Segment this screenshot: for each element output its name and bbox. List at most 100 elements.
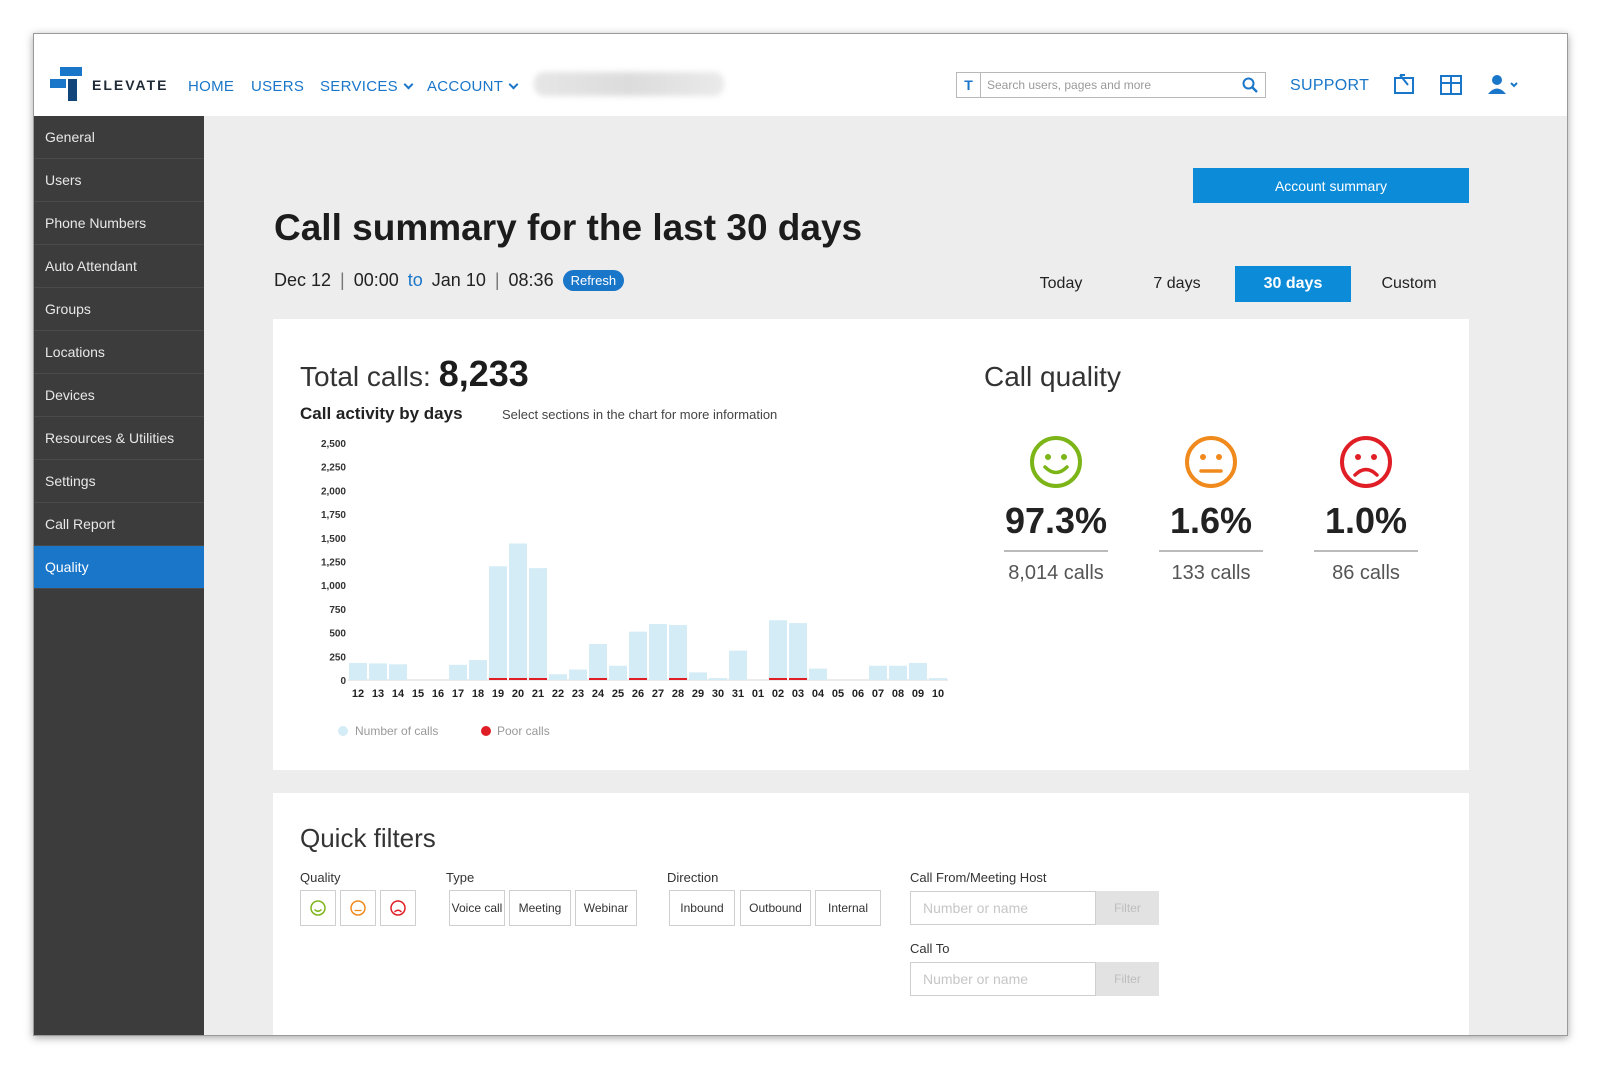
- sidebar-item-resources-utilities[interactable]: Resources & Utilities: [34, 417, 204, 460]
- quality-filter-label: Quality: [300, 870, 341, 885]
- quality-good[interactable]: 97.3% 8,014 calls: [1004, 434, 1108, 585]
- bar-number-of-calls[interactable]: [529, 568, 547, 680]
- x-tick-label: 27: [652, 688, 664, 700]
- call-to-input[interactable]: [910, 962, 1096, 996]
- to-time: 08:36: [508, 270, 554, 290]
- call-to-filter-button[interactable]: Filter: [1096, 962, 1159, 996]
- user-menu-icon[interactable]: [1486, 72, 1522, 98]
- bar-number-of-calls[interactable]: [589, 643, 607, 680]
- external-window-icon[interactable]: [1392, 72, 1418, 98]
- y-tick-label: 2,500: [321, 439, 346, 450]
- refresh-button[interactable]: Refresh: [562, 270, 625, 291]
- bar-number-of-calls[interactable]: [709, 678, 727, 680]
- y-tick-label: 250: [329, 652, 346, 663]
- sidebar-item-locations[interactable]: Locations: [34, 331, 204, 374]
- bar-poor-calls: [489, 678, 507, 680]
- quality-fair[interactable]: 1.6% 133 calls: [1159, 434, 1263, 585]
- bar-number-of-calls[interactable]: [869, 665, 887, 680]
- search-input[interactable]: [987, 74, 1227, 96]
- sidebar-item-general[interactable]: General: [34, 116, 204, 159]
- search-filter-icon[interactable]: T: [957, 73, 981, 97]
- top-bar: ELEVATE HOME USERS SERVICES ACCOUNT T SU…: [34, 34, 1567, 116]
- bar-number-of-calls[interactable]: [349, 662, 367, 680]
- account-summary-button[interactable]: Account summary: [1193, 168, 1469, 203]
- bar-number-of-calls[interactable]: [489, 566, 507, 680]
- divider: [1159, 550, 1263, 552]
- bar-number-of-calls[interactable]: [449, 664, 467, 680]
- sidebar-item-settings[interactable]: Settings: [34, 460, 204, 503]
- call-to-label: Call To: [910, 941, 950, 956]
- period-custom[interactable]: Custom: [1381, 275, 1437, 292]
- nav-account[interactable]: ACCOUNT: [427, 78, 519, 95]
- sidebar-item-quality[interactable]: Quality: [34, 546, 204, 589]
- filter-outbound-button[interactable]: Outbound: [740, 890, 811, 926]
- bar-number-of-calls[interactable]: [909, 662, 927, 680]
- period-30-days[interactable]: 30 days: [1235, 266, 1351, 302]
- support-link[interactable]: SUPPORT: [1290, 77, 1370, 94]
- filter-meeting-button[interactable]: Meeting: [509, 890, 571, 926]
- y-tick-label: 1,750: [321, 510, 346, 521]
- bar-poor-calls: [509, 678, 527, 680]
- sidebar-item-auto-attendant[interactable]: Auto Attendant: [34, 245, 204, 288]
- bar-number-of-calls[interactable]: [549, 674, 567, 680]
- bar-number-of-calls[interactable]: [569, 669, 587, 680]
- bar-number-of-calls[interactable]: [469, 660, 487, 680]
- filter-fair-quality-button[interactable]: [340, 890, 376, 926]
- call-from-filter-button[interactable]: Filter: [1096, 891, 1159, 925]
- bar-number-of-calls[interactable]: [369, 663, 387, 680]
- sidebar-item-groups[interactable]: Groups: [34, 288, 204, 331]
- x-tick-label: 15: [412, 688, 424, 700]
- bar-poor-calls: [789, 678, 807, 680]
- page-title: Call summary for the last 30 days: [274, 207, 863, 248]
- search-icon[interactable]: [1241, 76, 1259, 94]
- sidebar-item-call-report[interactable]: Call Report: [34, 503, 204, 546]
- bar-number-of-calls[interactable]: [629, 631, 647, 680]
- app-window: ELEVATE HOME USERS SERVICES ACCOUNT T SU…: [33, 33, 1568, 1036]
- x-tick-label: 09: [912, 688, 924, 700]
- neutral-face-icon: [350, 900, 366, 916]
- filter-poor-quality-button[interactable]: [380, 890, 416, 926]
- sad-face-icon: [1340, 436, 1392, 488]
- quality-poor[interactable]: 1.0% 86 calls: [1314, 434, 1418, 585]
- bar-number-of-calls[interactable]: [509, 543, 527, 680]
- quality-fair-calls: 133 calls: [1171, 562, 1251, 584]
- sidebar-item-users[interactable]: Users: [34, 159, 204, 202]
- separator: |: [494, 270, 500, 290]
- filter-voice-call-button[interactable]: Voice call: [449, 890, 505, 926]
- bar-number-of-calls[interactable]: [649, 624, 667, 680]
- nav-users[interactable]: USERS: [251, 78, 305, 95]
- sidebar-item-devices[interactable]: Devices: [34, 374, 204, 417]
- filter-good-quality-button[interactable]: [300, 890, 336, 926]
- sidebar-item-phone-numbers[interactable]: Phone Numbers: [34, 202, 204, 245]
- nav-services[interactable]: SERVICES: [320, 78, 414, 95]
- total-calls-label: Total calls:: [300, 361, 431, 392]
- bar-number-of-calls[interactable]: [389, 664, 407, 680]
- bar-number-of-calls[interactable]: [789, 623, 807, 680]
- filter-webinar-button[interactable]: Webinar: [575, 890, 637, 926]
- period-7-days[interactable]: 7 days: [1153, 275, 1201, 292]
- bar-number-of-calls[interactable]: [889, 665, 907, 680]
- from-date: Dec 12: [274, 270, 332, 290]
- nav-home[interactable]: HOME: [188, 78, 235, 95]
- period-today[interactable]: Today: [1039, 275, 1083, 292]
- x-tick-label: 29: [692, 688, 704, 700]
- sad-face-icon: [390, 900, 406, 916]
- quality-poor-calls: 86 calls: [1332, 562, 1400, 584]
- bar-number-of-calls[interactable]: [929, 678, 947, 680]
- bar-number-of-calls[interactable]: [609, 665, 627, 680]
- direction-filter-label: Direction: [667, 870, 719, 885]
- nav-services-label: SERVICES: [320, 78, 398, 95]
- bar-number-of-calls[interactable]: [729, 650, 747, 680]
- call-from-input[interactable]: [910, 891, 1096, 925]
- call-activity-chart[interactable]: 0 250 500 750 1,000 1,250 1,500 1,750 2,000 2,250…: [303, 429, 953, 749]
- layout-grid-icon[interactable]: [1438, 72, 1464, 98]
- bar-poor-calls: [529, 678, 547, 680]
- filter-inbound-button[interactable]: Inbound: [669, 890, 735, 926]
- elevate-logo-icon[interactable]: [50, 67, 82, 101]
- bar-number-of-calls[interactable]: [809, 668, 827, 680]
- chevron-down-icon: [403, 79, 414, 90]
- filter-internal-button[interactable]: Internal: [815, 890, 881, 926]
- bar-number-of-calls[interactable]: [669, 625, 687, 680]
- bar-number-of-calls[interactable]: [769, 620, 787, 680]
- bar-number-of-calls[interactable]: [689, 672, 707, 680]
